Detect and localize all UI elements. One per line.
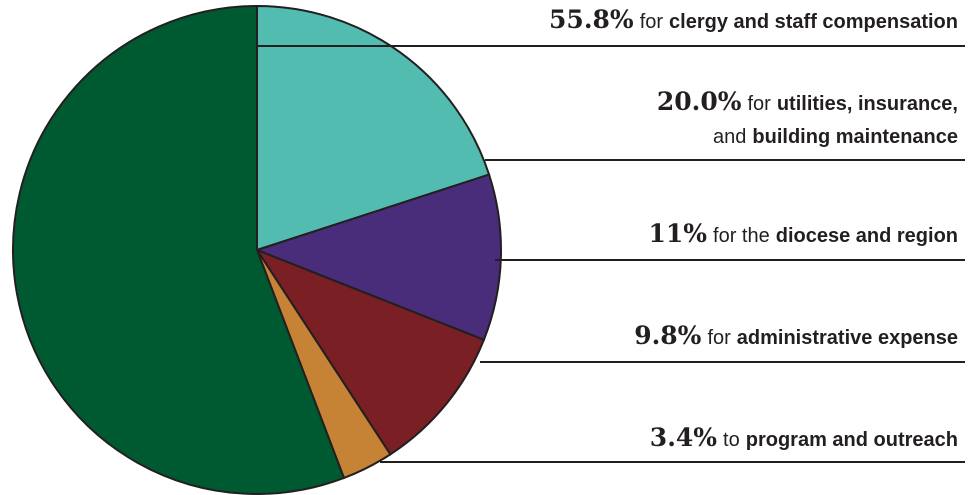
slice-label: 20.0% for utilities, insurance, [657,87,958,116]
slice-label: 55.8% for clergy and staff compensation [549,5,958,34]
slice-label: 3.4% to program and outreach [650,423,958,452]
label-text: to [723,429,740,451]
label-text: for [640,11,664,33]
label-text: utilities, insurance, [777,93,958,115]
pie-slice [256,4,491,252]
label-text: for [747,93,771,115]
pie-slice [254,247,486,456]
value-label: 9.8% [634,321,701,350]
slice-label: and building maintenance [713,126,958,148]
label-text: for the [713,225,770,247]
value-label: 20.0% [657,87,742,116]
value-label: 55.8% [549,5,634,34]
value-label: 3.4% [650,423,717,452]
label-text: program and outreach [746,429,958,451]
pie-slice [254,173,502,342]
label-text: building maintenance [752,126,958,148]
value-label: 11% [648,219,707,248]
pie-slice [12,4,346,495]
slice-label: 9.8% for administrative expense [634,321,958,350]
label-text: administrative expense [737,327,958,349]
label-text: clergy and staff compensation [669,11,958,33]
slice-label: 11% for the diocese and region [648,219,958,248]
label-text: and [713,126,746,148]
label-text: diocese and region [776,225,958,247]
label-text: for [707,327,731,349]
